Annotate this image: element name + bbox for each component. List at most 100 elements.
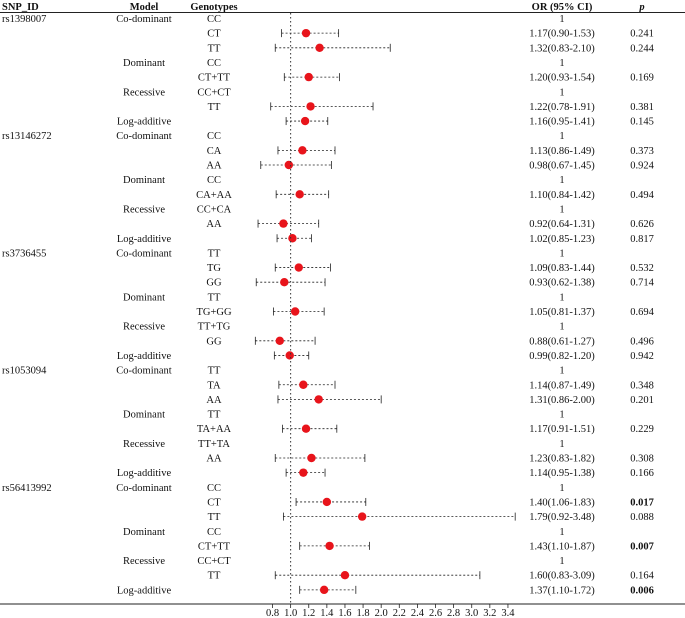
- genotype-label: CC+CT: [197, 87, 231, 98]
- p-value: 0.169: [630, 73, 654, 84]
- p-value: 0.494: [630, 190, 654, 201]
- p-value: 0.201: [630, 395, 654, 406]
- model-label: Log-additive: [117, 351, 172, 362]
- genotype-label: CT+TT: [198, 541, 231, 552]
- p-value: 0.229: [630, 424, 654, 435]
- or-ci-value: 1: [559, 14, 564, 25]
- or-point-marker: [307, 453, 316, 463]
- snp-id-label: rs13146272: [2, 131, 52, 142]
- genotype-label: TG+GG: [196, 307, 232, 318]
- p-value: 0.017: [630, 497, 654, 508]
- or-point-marker: [294, 263, 303, 272]
- or-point-marker: [340, 571, 350, 580]
- or-ci-value: 1.22(0.78-1.91): [529, 102, 595, 113]
- or-ci-value: 1.23(0.83-1.82): [529, 454, 595, 465]
- or-ci-value: 1: [559, 322, 564, 333]
- genotype-label: AA: [206, 395, 222, 406]
- genotype-label: TT+TG: [198, 322, 231, 333]
- p-value: 0.496: [630, 336, 654, 347]
- genotype-label: CC: [207, 131, 221, 142]
- genotype-label: CC+CA: [197, 204, 232, 215]
- or-point-marker: [306, 102, 315, 111]
- or-ci-value: 1.14(0.95-1.38): [529, 468, 595, 479]
- genotype-label: TT: [208, 571, 221, 582]
- snp-id-label: rs56413992: [2, 483, 52, 494]
- or-point-marker: [275, 336, 284, 345]
- genotype-label: CC: [207, 58, 221, 69]
- genotype-label: TT: [208, 102, 221, 113]
- or-ci-value: 1.05(0.81-1.37): [529, 307, 595, 318]
- p-value: 0.373: [630, 146, 654, 157]
- or-ci-value: 1.09(0.83-1.44): [529, 263, 595, 274]
- or-point-marker: [284, 160, 294, 170]
- genotype-label: CC: [207, 483, 221, 494]
- genotype-label: AA: [206, 454, 222, 465]
- or-point-marker: [299, 380, 308, 389]
- x-tick-label: 1.8: [357, 608, 370, 618]
- model-label: Recessive: [123, 204, 165, 215]
- or-point-marker: [280, 278, 289, 287]
- p-value: 0.006: [630, 585, 654, 596]
- or-point-marker: [314, 395, 323, 404]
- genotype-label: GG: [206, 278, 222, 289]
- p-value: 0.308: [630, 454, 654, 465]
- model-label: Dominant: [123, 527, 165, 538]
- or-ci-value: 1: [559, 366, 564, 377]
- p-value: 0.626: [630, 219, 654, 230]
- or-ci-value: 1.17(0.90-1.53): [529, 29, 595, 40]
- or-point-marker: [279, 219, 288, 228]
- or-point-marker: [322, 497, 332, 507]
- snp-id-label: rs1398007: [2, 14, 46, 25]
- genotype-label: TT: [208, 512, 221, 523]
- x-tick-label: 1.2: [302, 608, 315, 618]
- genotype-label: TT: [208, 410, 221, 421]
- p-value: 0.244: [630, 43, 654, 54]
- or-point-marker: [288, 234, 297, 243]
- header-p-value: p: [638, 2, 644, 13]
- model-label: Dominant: [123, 410, 165, 421]
- or-ci-value: 1: [559, 248, 564, 259]
- x-tick-label: 2.4: [411, 608, 425, 618]
- header-model: Model: [130, 2, 159, 13]
- or-point-marker: [301, 28, 311, 38]
- or-point-marker: [298, 146, 307, 155]
- model-label: Co-dominant: [116, 483, 171, 494]
- genotype-label: CC: [207, 527, 221, 538]
- genotype-label: GG: [206, 336, 222, 347]
- x-tick-label: 0.8: [266, 608, 279, 618]
- model-label: Co-dominant: [116, 366, 171, 377]
- or-ci-value: 1: [559, 556, 564, 567]
- or-ci-value: 0.92(0.64-1.31): [529, 219, 595, 230]
- or-point-marker: [295, 190, 304, 199]
- genotype-label: AA: [206, 219, 222, 230]
- p-value: 0.166: [630, 468, 654, 479]
- x-tick-label: 1.0: [284, 608, 297, 618]
- p-value: 0.381: [630, 102, 654, 113]
- model-label: Log-additive: [117, 585, 172, 596]
- or-ci-value: 1.14(0.87-1.49): [529, 380, 595, 391]
- genotype-label: CA+AA: [196, 190, 232, 201]
- genotype-label: TT: [208, 248, 221, 259]
- snp-id-label: rs1053094: [2, 366, 47, 377]
- or-ci-value: 0.98(0.67-1.45): [529, 161, 595, 172]
- or-ci-value: 1: [559, 131, 564, 142]
- p-value: 0.088: [630, 512, 654, 523]
- model-label: Log-additive: [117, 117, 172, 128]
- p-value: 0.145: [630, 117, 654, 128]
- genotype-label: TG: [207, 263, 221, 274]
- or-ci-value: 1: [559, 527, 564, 538]
- model-label: Dominant: [123, 58, 165, 69]
- genotype-label: AA: [206, 161, 222, 172]
- or-ci-value: 1.43(1.10-1.87): [529, 541, 595, 552]
- genotype-label: TT: [208, 43, 221, 54]
- p-value: 0.241: [630, 29, 654, 40]
- model-label: Co-dominant: [116, 131, 171, 142]
- or-ci-value: 1.32(0.83-2.10): [529, 43, 595, 54]
- or-ci-value: 1.02(0.85-1.23): [529, 234, 595, 245]
- genotype-label: CC: [207, 14, 221, 25]
- or-ci-value: 1: [559, 439, 564, 450]
- genotype-label: TT: [208, 366, 221, 377]
- or-ci-value: 1.60(0.83-3.09): [529, 571, 595, 582]
- or-point-marker: [304, 72, 313, 82]
